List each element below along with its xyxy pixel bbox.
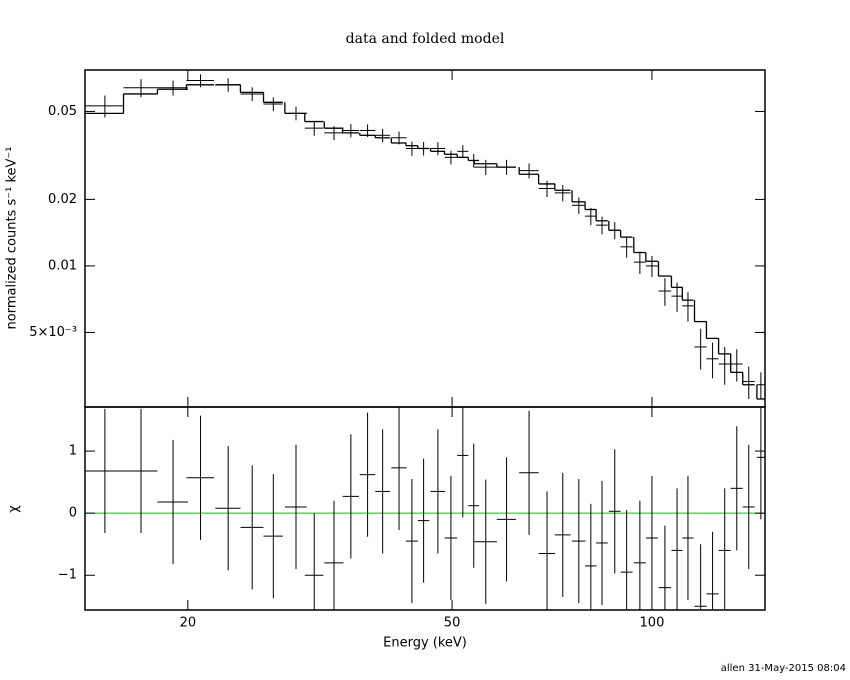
y-tick-label: 0.01: [48, 258, 77, 273]
y-tick-label: 5×10⁻³: [29, 325, 77, 340]
chart-title: data and folded model: [346, 31, 505, 47]
y-tick-label: 0.05: [48, 104, 77, 119]
x-tick-label: 20: [180, 616, 197, 631]
footer: allen 31-May-2015 08:04: [721, 663, 846, 674]
x-axis-label: Energy (keV): [383, 636, 467, 651]
y-tick-label: 1: [69, 444, 77, 459]
y-axis-label: normalized counts s⁻¹ keV⁻¹: [5, 147, 20, 330]
x-tick-label: 50: [444, 616, 461, 631]
y-tick-label: 0: [69, 506, 77, 521]
plot-frame: [84, 406, 766, 611]
y-tick-label: −1: [58, 568, 77, 583]
y-tick-label: 0.02: [48, 192, 77, 207]
y-axis-label: χ: [7, 505, 22, 513]
x-tick-label: 100: [640, 616, 665, 631]
